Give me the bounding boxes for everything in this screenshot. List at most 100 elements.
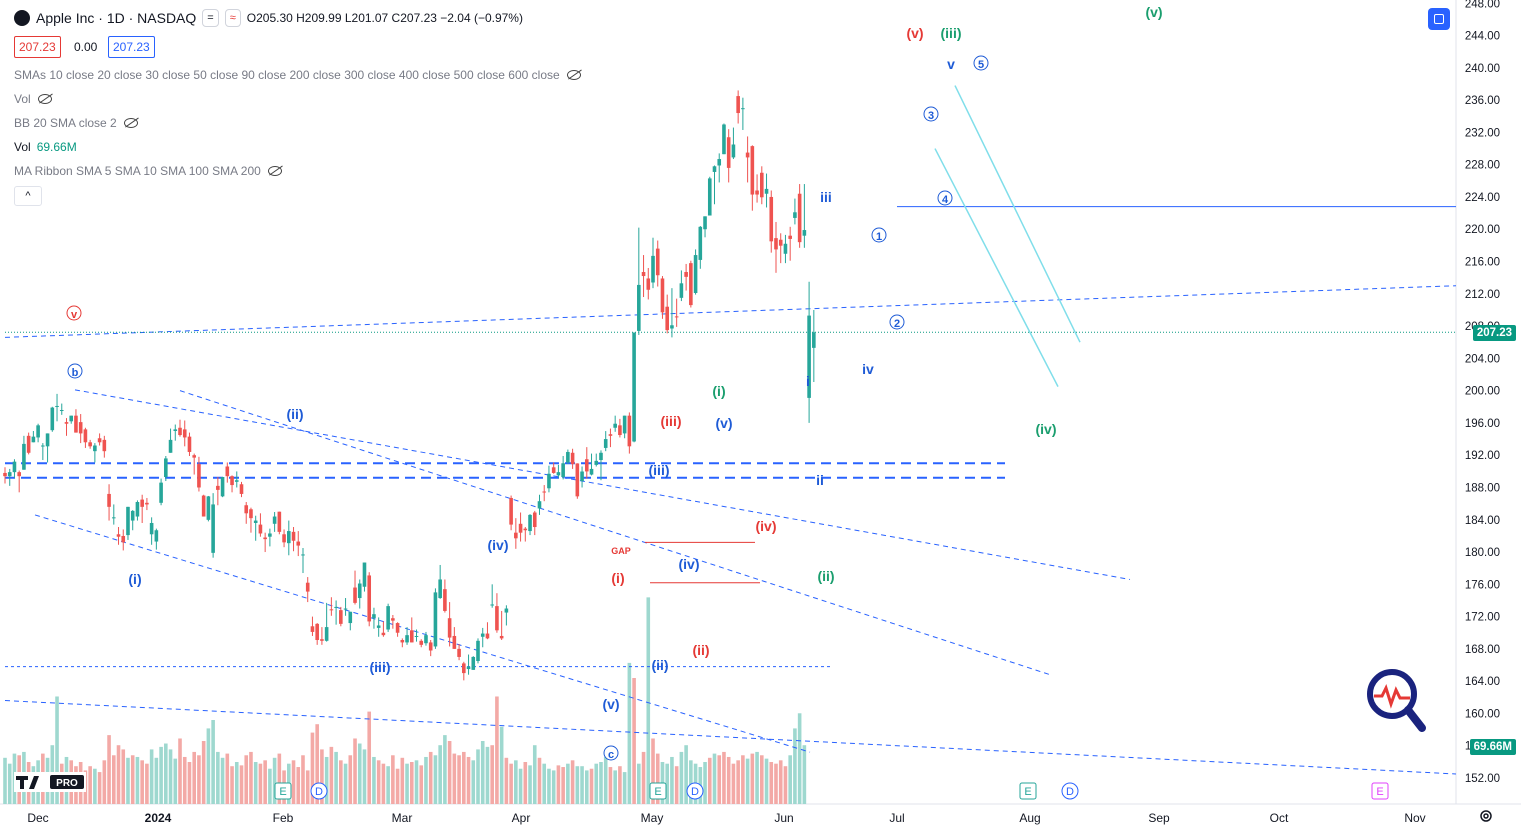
candle-body — [594, 460, 599, 465]
candle-body — [239, 484, 244, 494]
buy-price-box[interactable]: 207.23 — [108, 36, 155, 58]
candle-body — [121, 535, 126, 543]
ohlc-readout: O205.30 H209.99 L201.07 C207.23 −2.04 (−… — [246, 11, 523, 25]
hidden-eye-icon[interactable] — [37, 93, 53, 105]
event-label: E — [1376, 786, 1383, 798]
volume-bar — [424, 756, 428, 804]
candle-body — [760, 172, 764, 198]
volume-bar — [457, 755, 461, 804]
candle-body — [750, 146, 755, 195]
volume-bar — [741, 755, 745, 804]
compare-icon[interactable]: ≈ — [224, 9, 241, 27]
candle-body — [618, 425, 622, 436]
volume-bar — [149, 749, 154, 804]
wave-label: (v) — [1145, 4, 1162, 20]
volume-bar — [462, 751, 466, 804]
hidden-eye-icon[interactable] — [566, 69, 582, 81]
event-label: E — [1024, 786, 1031, 798]
candle-body — [268, 533, 272, 537]
magnifier-pulse-icon[interactable] — [1366, 668, 1428, 736]
indicator-ma-ribbon[interactable]: MA Ribbon SMA 5 SMA 10 SMA 100 SMA 200 — [14, 164, 283, 178]
candle-body — [149, 522, 154, 535]
wave-label: (iii) — [649, 462, 670, 478]
gear-icon[interactable] — [1478, 808, 1494, 824]
indicator-label: Vol — [14, 92, 31, 106]
candle-body — [523, 528, 528, 531]
candle-body — [225, 466, 230, 477]
candle-body — [438, 579, 442, 599]
symbol-header: Apple Inc · 1D · NASDAQ = ≈ O205.30 H209… — [14, 9, 523, 27]
candle-body — [466, 666, 471, 670]
hidden-eye-icon[interactable] — [123, 117, 139, 129]
candle-body — [745, 152, 750, 158]
wave-label: c — [608, 749, 614, 761]
volume-bar — [220, 757, 225, 804]
time-tick-label: Feb — [273, 811, 294, 825]
candle-body — [409, 630, 414, 643]
candle-body — [584, 459, 589, 472]
volume-bar — [622, 772, 627, 804]
wave-label: (ii) — [286, 406, 303, 422]
candle-body — [707, 178, 712, 216]
candle-body — [575, 463, 580, 497]
volume-bar — [206, 728, 211, 804]
volume-bar — [584, 770, 589, 804]
candle-body — [599, 452, 603, 461]
tradingview-logo-icon[interactable]: PRO — [14, 772, 86, 792]
candle-body — [485, 633, 490, 639]
candle-body — [291, 531, 296, 541]
collapse-legend-button[interactable]: ^ — [14, 186, 42, 206]
volume-bar — [788, 755, 792, 804]
indicator-bb[interactable]: BB 20 SMA close 2 — [14, 116, 139, 130]
wave-label-circle — [66, 305, 82, 321]
wave-label-circle — [67, 363, 83, 379]
volume-bar — [182, 756, 187, 804]
sell-price-box[interactable]: 207.23 — [14, 36, 61, 58]
price-tick-label: 240.00 — [1465, 63, 1500, 75]
candle-body — [641, 272, 646, 277]
candle-body — [726, 137, 731, 168]
indicator-vol-hidden[interactable]: Vol — [14, 92, 53, 106]
volume-bar — [310, 732, 315, 804]
volume-bar — [353, 738, 357, 804]
wave-label: (i) — [128, 571, 141, 587]
indicator-smas[interactable]: SMAs 10 close 20 close 30 close 50 close… — [14, 68, 582, 82]
volume-bar — [372, 756, 376, 804]
price-tick-label: 248.00 — [1465, 0, 1500, 10]
volume-bar — [670, 756, 674, 804]
price-tick-label: 172.00 — [1465, 612, 1500, 624]
candle-body — [504, 608, 509, 613]
candle-body — [168, 439, 173, 453]
volume-bar — [717, 755, 722, 804]
earnings-marker — [1019, 782, 1037, 800]
fullscreen-button[interactable] — [1428, 8, 1450, 30]
candle-body — [665, 306, 669, 331]
volume-bar — [168, 749, 173, 804]
volume-bar — [599, 762, 603, 804]
dividend-marker — [1061, 782, 1079, 800]
candle-body — [764, 188, 769, 194]
volume-bar — [305, 770, 310, 804]
volume-bar — [613, 770, 617, 804]
price-tick-label: 192.00 — [1465, 450, 1500, 462]
candle-body — [570, 452, 575, 465]
candle-body — [741, 108, 745, 110]
volume-bar — [476, 749, 480, 804]
volume-bar — [386, 766, 390, 804]
volume-bar — [395, 768, 400, 804]
equals-icon[interactable]: = — [202, 9, 219, 27]
hidden-eye-icon[interactable] — [267, 165, 283, 177]
volume-bar — [542, 763, 547, 804]
volume-bar — [707, 757, 712, 804]
candle-body — [230, 476, 234, 486]
trend-line — [954, 85, 1081, 343]
indicator-vol[interactable]: Vol 69.66M — [14, 140, 77, 154]
candle-body — [130, 510, 135, 521]
trend-line — [179, 390, 1051, 676]
volume-bar — [570, 760, 575, 804]
wave-label-circle — [603, 745, 619, 761]
candle-body — [78, 422, 83, 434]
candle-body — [36, 425, 40, 438]
symbol-title[interactable]: Apple Inc · 1D · NASDAQ — [36, 10, 197, 26]
